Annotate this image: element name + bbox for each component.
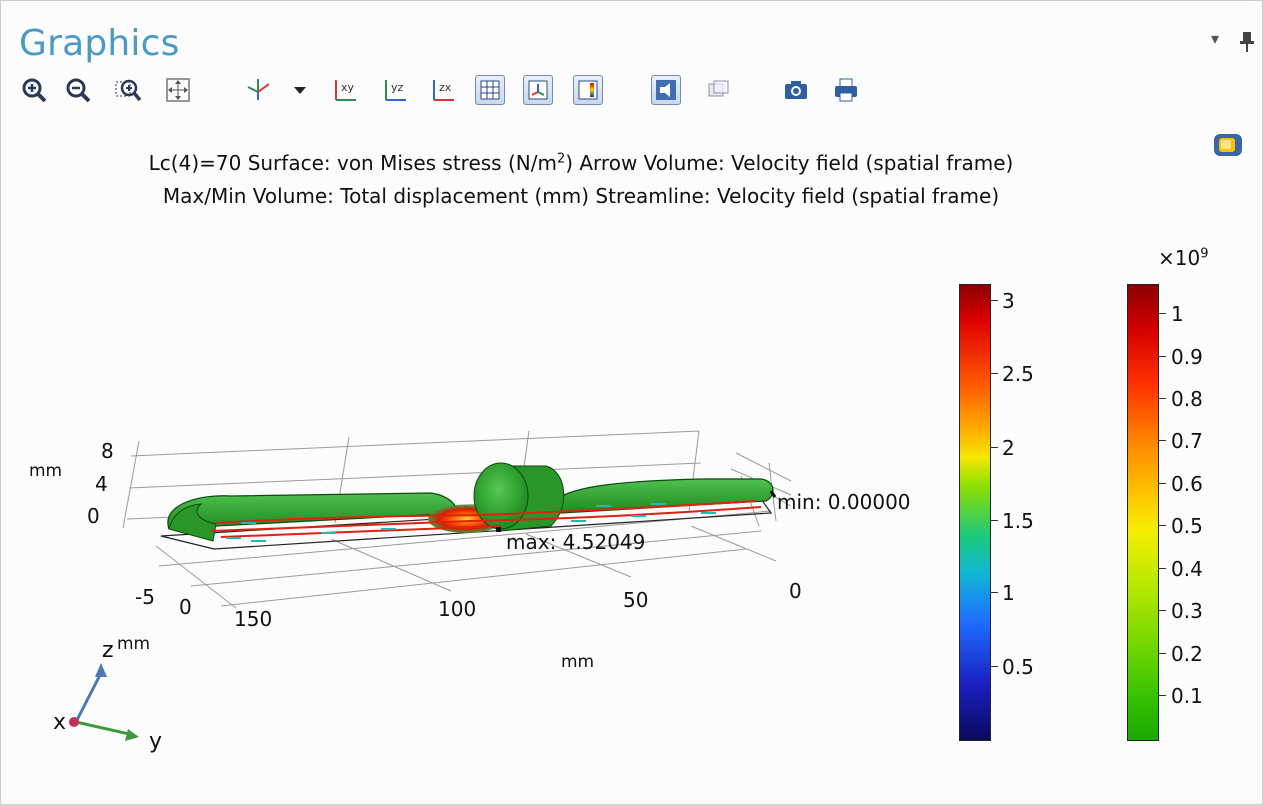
transparency-icon[interactable] xyxy=(703,75,733,105)
zoom-out-icon[interactable] xyxy=(63,75,93,105)
triad-z-label: z xyxy=(102,638,114,663)
x-tick-100: 100 xyxy=(438,597,476,621)
panel-title: Graphics xyxy=(19,23,180,64)
colorbar-stress-label: 0.8 xyxy=(1171,387,1203,411)
colorbar-displacement-label: 1.5 xyxy=(1002,509,1034,533)
show-axis-orientation-icon[interactable] xyxy=(523,75,553,105)
y-tick-0: 0 xyxy=(179,595,192,619)
print-icon[interactable] xyxy=(831,75,861,105)
colorbar-displacement-label: 3 xyxy=(1002,289,1015,313)
colorbar-stress-label: 0.7 xyxy=(1171,429,1203,453)
x-tick-150: 150 xyxy=(234,607,272,631)
graphics-window-icon[interactable] xyxy=(1211,131,1245,161)
colorbar-stress-label: 0.5 xyxy=(1171,514,1203,538)
colorbar-stress-label: 1 xyxy=(1171,302,1184,326)
plot-title-line-1: Lc(4)=70 Surface: von Mises stress (N/m2… xyxy=(148,151,1014,175)
z-tick-0: 0 xyxy=(87,504,100,528)
x-tick-50: 50 xyxy=(623,588,648,612)
zoom-extents-icon[interactable] xyxy=(163,75,193,105)
zoom-box-icon[interactable] xyxy=(113,75,143,105)
colorbar-stress-label: 0.2 xyxy=(1171,642,1203,666)
z-tick-8: 8 xyxy=(101,439,114,463)
3d-scene[interactable]: mm 8 4 0 -5 0 150 100 50 0 mm min: 0.000… xyxy=(1,221,941,781)
zoom-in-icon[interactable] xyxy=(19,75,49,105)
z-tick-4: 4 xyxy=(95,472,108,496)
panel-menu-button[interactable]: ▾ xyxy=(1211,29,1220,48)
dropdown-arrow-icon[interactable] xyxy=(285,75,315,105)
min-marker-label: min: 0.00000 xyxy=(777,490,911,514)
colorbar-displacement-label: 1 xyxy=(1002,581,1015,605)
x-axis-unit-label: mm xyxy=(561,652,594,672)
lighting-icon[interactable] xyxy=(651,75,681,105)
show-legends-icon[interactable] xyxy=(573,75,603,105)
colorbar-stress-label: 0.6 xyxy=(1171,472,1203,496)
pin-icon[interactable] xyxy=(1239,31,1255,57)
colorbar-stress-label: 0.3 xyxy=(1171,599,1203,623)
streamlines xyxy=(210,500,762,538)
svg-text:zx: zx xyxy=(439,81,452,94)
velocity-arrows xyxy=(226,503,716,542)
x-tick-0: 0 xyxy=(789,579,802,603)
triad-y-label: y xyxy=(149,729,162,754)
xy-plane-icon[interactable]: xy xyxy=(331,75,361,105)
colorbar-stress-multiplier: ×109 xyxy=(1158,246,1209,270)
colorbar-displacement xyxy=(959,284,991,741)
colorbar-displacement-label: 2.5 xyxy=(1002,362,1034,386)
right-shell xyxy=(555,478,774,514)
colorbar-stress-label: 0.9 xyxy=(1171,345,1203,369)
camera-icon[interactable] xyxy=(781,75,811,105)
colorbar-stress-label: 0.1 xyxy=(1171,684,1203,708)
colorbar-stress xyxy=(1127,284,1159,741)
axis-triad: z mm x y xyxy=(53,634,162,754)
colorbar-stress-label: 0.4 xyxy=(1171,557,1203,581)
svg-text:yz: yz xyxy=(391,81,404,94)
yz-plane-icon[interactable]: yz xyxy=(381,75,411,105)
max-marker-label: max: 4.52049 xyxy=(506,530,645,554)
svg-text:xy: xy xyxy=(341,81,355,94)
view-axes-icon[interactable] xyxy=(243,75,273,105)
zx-plane-icon[interactable]: zx xyxy=(429,75,459,105)
triad-x-label: x xyxy=(53,710,66,735)
z-axis-unit-label: mm xyxy=(29,461,62,481)
triad-z-unit: mm xyxy=(117,634,150,654)
colorbar-displacement-label: 0.5 xyxy=(1002,655,1034,679)
colorbar-displacement-label: 2 xyxy=(1002,436,1015,460)
y-tick-minus-5: -5 xyxy=(135,585,155,609)
plot-title-line-2: Max/Min Volume: Total displacement (mm) … xyxy=(162,184,1000,208)
show-grid-icon[interactable] xyxy=(475,75,505,105)
